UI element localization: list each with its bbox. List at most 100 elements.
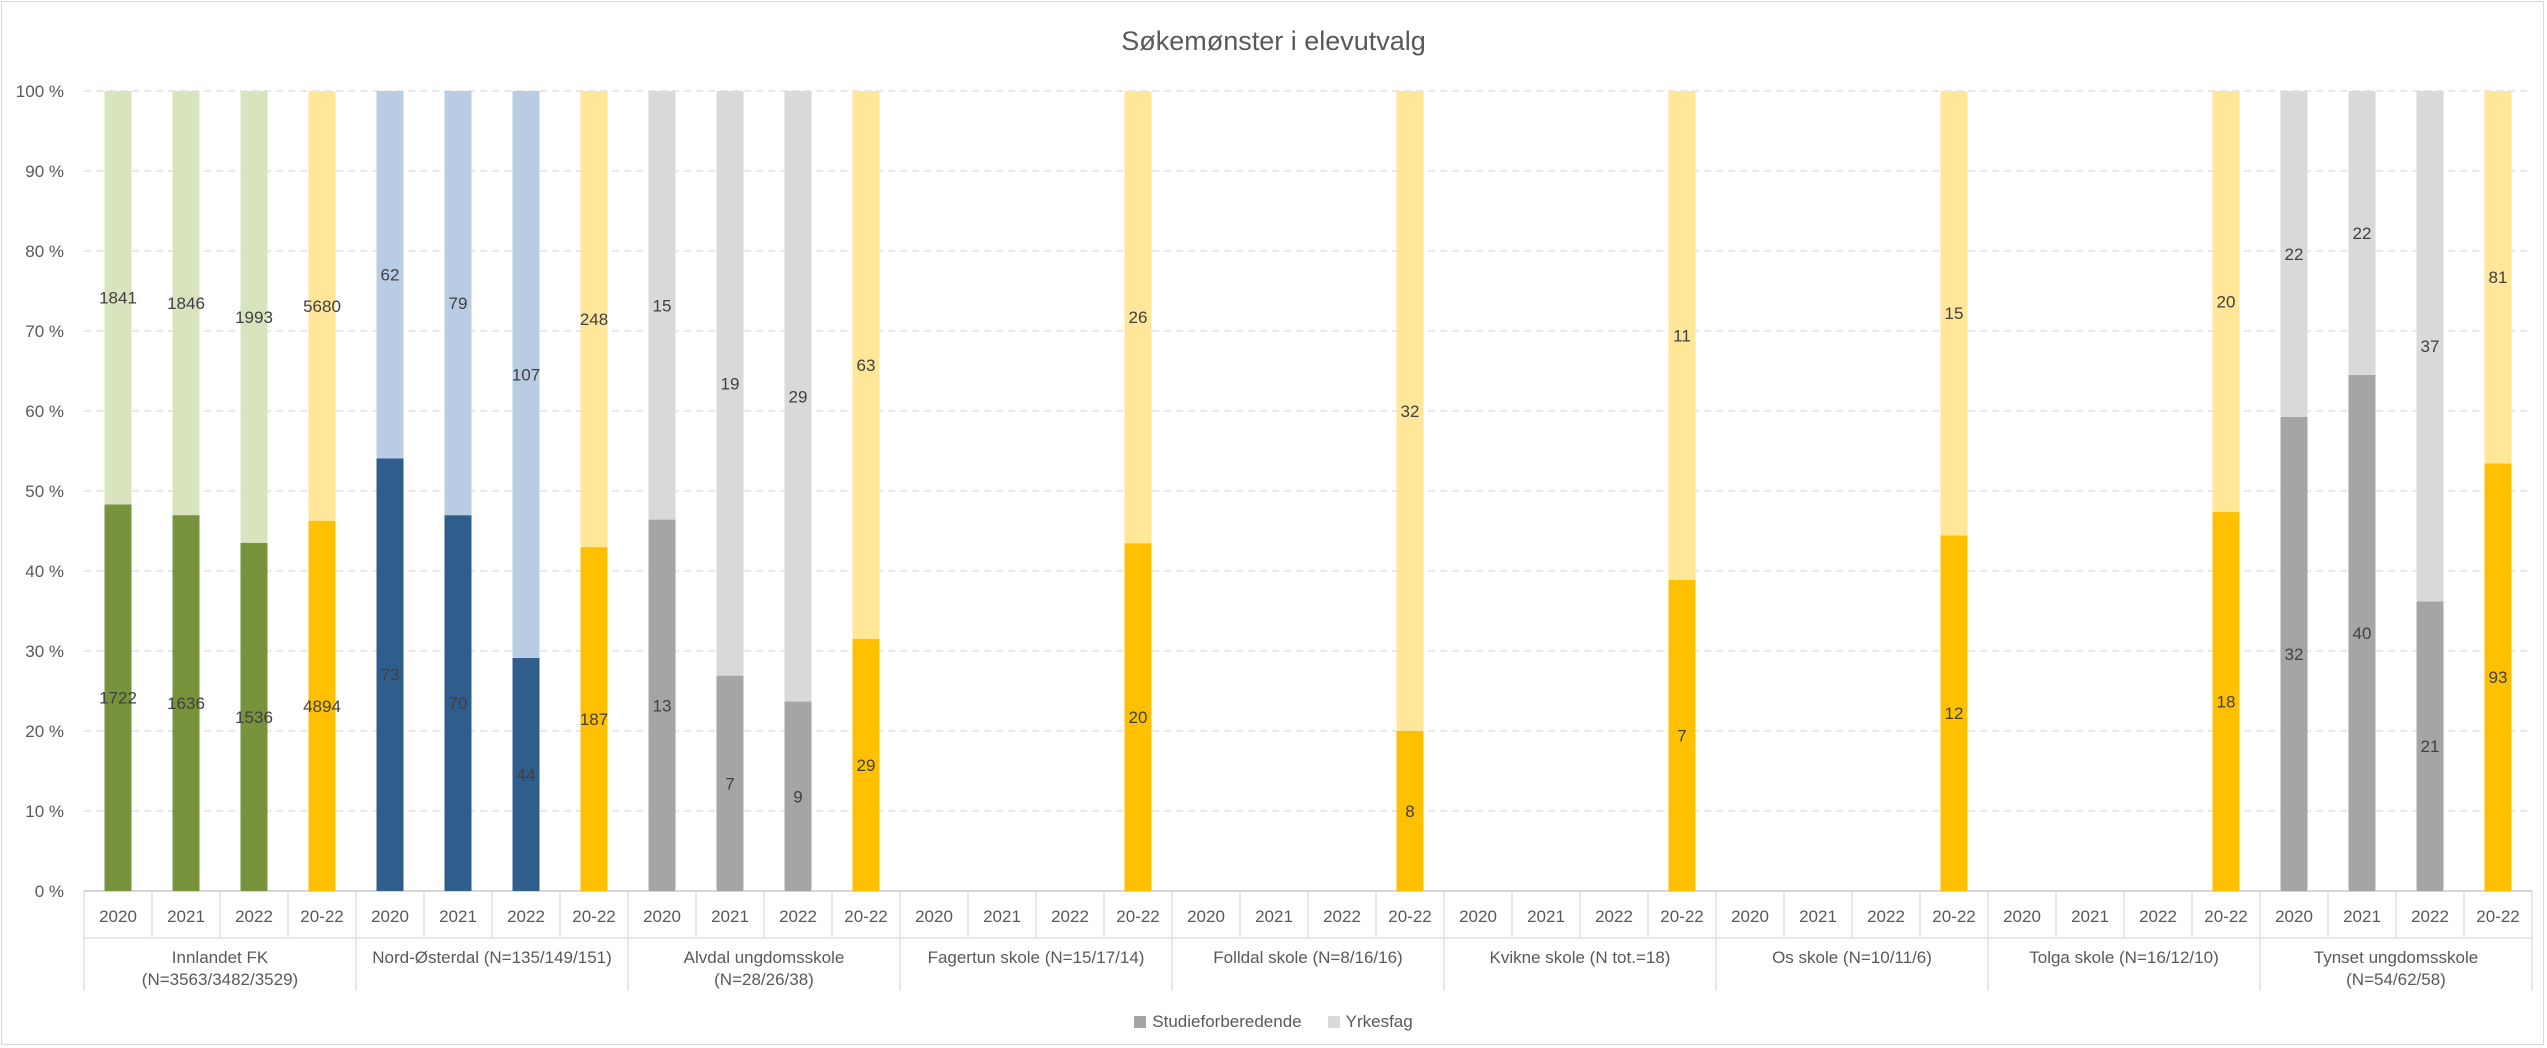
category-label: 2022 xyxy=(1323,907,1361,926)
bar-studieforberedende xyxy=(240,542,268,891)
bar-yrkesfag xyxy=(648,91,676,520)
chart-title: Søkemønster i elevutvalg xyxy=(1121,26,1426,56)
bar-yrkesfag xyxy=(784,91,812,702)
y-tick-label: 40 % xyxy=(25,562,64,581)
data-label-yrkesfag: 79 xyxy=(449,294,468,313)
bar-yrkesfag xyxy=(2348,91,2376,375)
data-label-studieforberedende: 187 xyxy=(580,710,608,729)
category-label: 20-22 xyxy=(300,907,343,926)
bar-studieforberedende xyxy=(2484,463,2512,891)
data-label-studieforberedende: 12 xyxy=(1945,704,1964,723)
bar-studieforberedende xyxy=(2416,601,2444,891)
data-label-studieforberedende: 1536 xyxy=(235,708,273,727)
category-label: 2021 xyxy=(711,907,749,926)
data-label-yrkesfag: 29 xyxy=(789,387,808,406)
y-tick-label: 10 % xyxy=(25,802,64,821)
data-label-yrkesfag: 248 xyxy=(580,310,608,329)
bar-studieforberedende xyxy=(1124,543,1152,891)
data-label-studieforberedende: 21 xyxy=(2421,737,2440,756)
data-label-studieforberedende: 1722 xyxy=(99,689,137,708)
category-label: 20-22 xyxy=(1660,907,1703,926)
category-label: 2021 xyxy=(167,907,205,926)
group-label: Tynset ungdomsskole xyxy=(2314,948,2478,967)
category-label: 2022 xyxy=(235,907,273,926)
group-label: Fagertun skole (N=15/17/14) xyxy=(928,948,1145,967)
data-label-studieforberedende: 7 xyxy=(1677,726,1686,745)
group-label: Kvikne skole (N tot.=18) xyxy=(1490,948,1671,967)
bar-yrkesfag xyxy=(716,91,744,676)
bar-yrkesfag xyxy=(1668,91,1696,580)
data-label-yrkesfag: 1846 xyxy=(167,294,205,313)
data-label-studieforberedende: 40 xyxy=(2353,624,2372,643)
bar-studieforberedende xyxy=(648,519,676,891)
group-label: Innlandet FK xyxy=(172,948,269,967)
category-label: 2020 xyxy=(2003,907,2041,926)
category-label: 20-22 xyxy=(1388,907,1431,926)
bar-yrkesfag xyxy=(172,91,200,516)
bar-studieforberedende xyxy=(1668,579,1696,891)
bar-yrkesfag xyxy=(2416,91,2444,602)
category-label: 2021 xyxy=(983,907,1021,926)
category-label: 2020 xyxy=(99,907,137,926)
data-label-yrkesfag: 62 xyxy=(381,266,400,285)
category-label: 2020 xyxy=(1187,907,1225,926)
data-label-studieforberedende: 70 xyxy=(449,694,468,713)
data-label-yrkesfag: 26 xyxy=(1129,308,1148,327)
bar-studieforberedende xyxy=(512,657,540,891)
category-label: 20-22 xyxy=(572,907,615,926)
category-label: 20-22 xyxy=(2204,907,2247,926)
data-label-studieforberedende: 18 xyxy=(2217,693,2236,712)
bar-studieforberedende xyxy=(716,675,744,891)
category-label: 2020 xyxy=(643,907,681,926)
data-label-studieforberedende: 93 xyxy=(2489,668,2508,687)
data-label-yrkesfag: 15 xyxy=(653,296,672,315)
data-label-yrkesfag: 81 xyxy=(2489,268,2508,287)
bar-studieforberedende xyxy=(1396,731,1424,891)
category-label: 2022 xyxy=(2411,907,2449,926)
category-label: 2022 xyxy=(1595,907,1633,926)
legend-label-studieforberedende: Studieforberedende xyxy=(1152,1012,1302,1031)
group-label: Folldal skole (N=8/16/16) xyxy=(1213,948,1402,967)
y-tick-label: 20 % xyxy=(25,722,64,741)
data-label-yrkesfag: 19 xyxy=(721,374,740,393)
bar-yrkesfag xyxy=(2484,91,2512,464)
data-label-studieforberedende: 8 xyxy=(1405,802,1414,821)
bar-studieforberedende xyxy=(172,515,200,891)
bar-yrkesfag xyxy=(444,91,472,516)
group-label: Tolga skole (N=16/12/10) xyxy=(2029,948,2218,967)
legend-item-yrkesfag: Yrkesfag xyxy=(1327,1012,1413,1032)
data-label-yrkesfag: 37 xyxy=(2421,337,2440,356)
category-label: 2022 xyxy=(507,907,545,926)
data-label-studieforberedende: 29 xyxy=(857,756,876,775)
category-label: 2021 xyxy=(2071,907,2109,926)
bar-studieforberedende xyxy=(444,515,472,891)
bar-yrkesfag xyxy=(2212,91,2240,513)
group-label: Os skole (N=10/11/6) xyxy=(1772,948,1932,967)
category-label: 2020 xyxy=(371,907,409,926)
bar-yrkesfag xyxy=(512,91,540,658)
data-label-yrkesfag: 1993 xyxy=(235,308,273,327)
data-label-yrkesfag: 20 xyxy=(2217,293,2236,312)
bar-studieforberedende xyxy=(852,638,880,891)
y-tick-label: 100 % xyxy=(16,82,64,101)
category-label: 2022 xyxy=(1051,907,1089,926)
bar-studieforberedende xyxy=(580,547,608,891)
category-label: 20-22 xyxy=(1116,907,1159,926)
group-label: Alvdal ungdomsskole xyxy=(684,948,845,967)
data-label-yrkesfag: 22 xyxy=(2285,245,2304,264)
bar-studieforberedende xyxy=(308,520,336,891)
y-tick-label: 50 % xyxy=(25,482,64,501)
bar-yrkesfag xyxy=(852,91,880,639)
category-label: 2022 xyxy=(2139,907,2177,926)
data-label-yrkesfag: 5680 xyxy=(303,297,341,316)
data-label-studieforberedende: 1636 xyxy=(167,694,205,713)
bar-studieforberedende xyxy=(2348,374,2376,891)
category-label: 2022 xyxy=(779,907,817,926)
legend-label-yrkesfag: Yrkesfag xyxy=(1345,1012,1413,1031)
category-label: 2022 xyxy=(1867,907,1905,926)
category-label: 20-22 xyxy=(844,907,887,926)
bar-yrkesfag xyxy=(376,91,404,459)
group-label: (N=54/62/58) xyxy=(2346,970,2446,989)
data-label-yrkesfag: 63 xyxy=(857,356,876,375)
